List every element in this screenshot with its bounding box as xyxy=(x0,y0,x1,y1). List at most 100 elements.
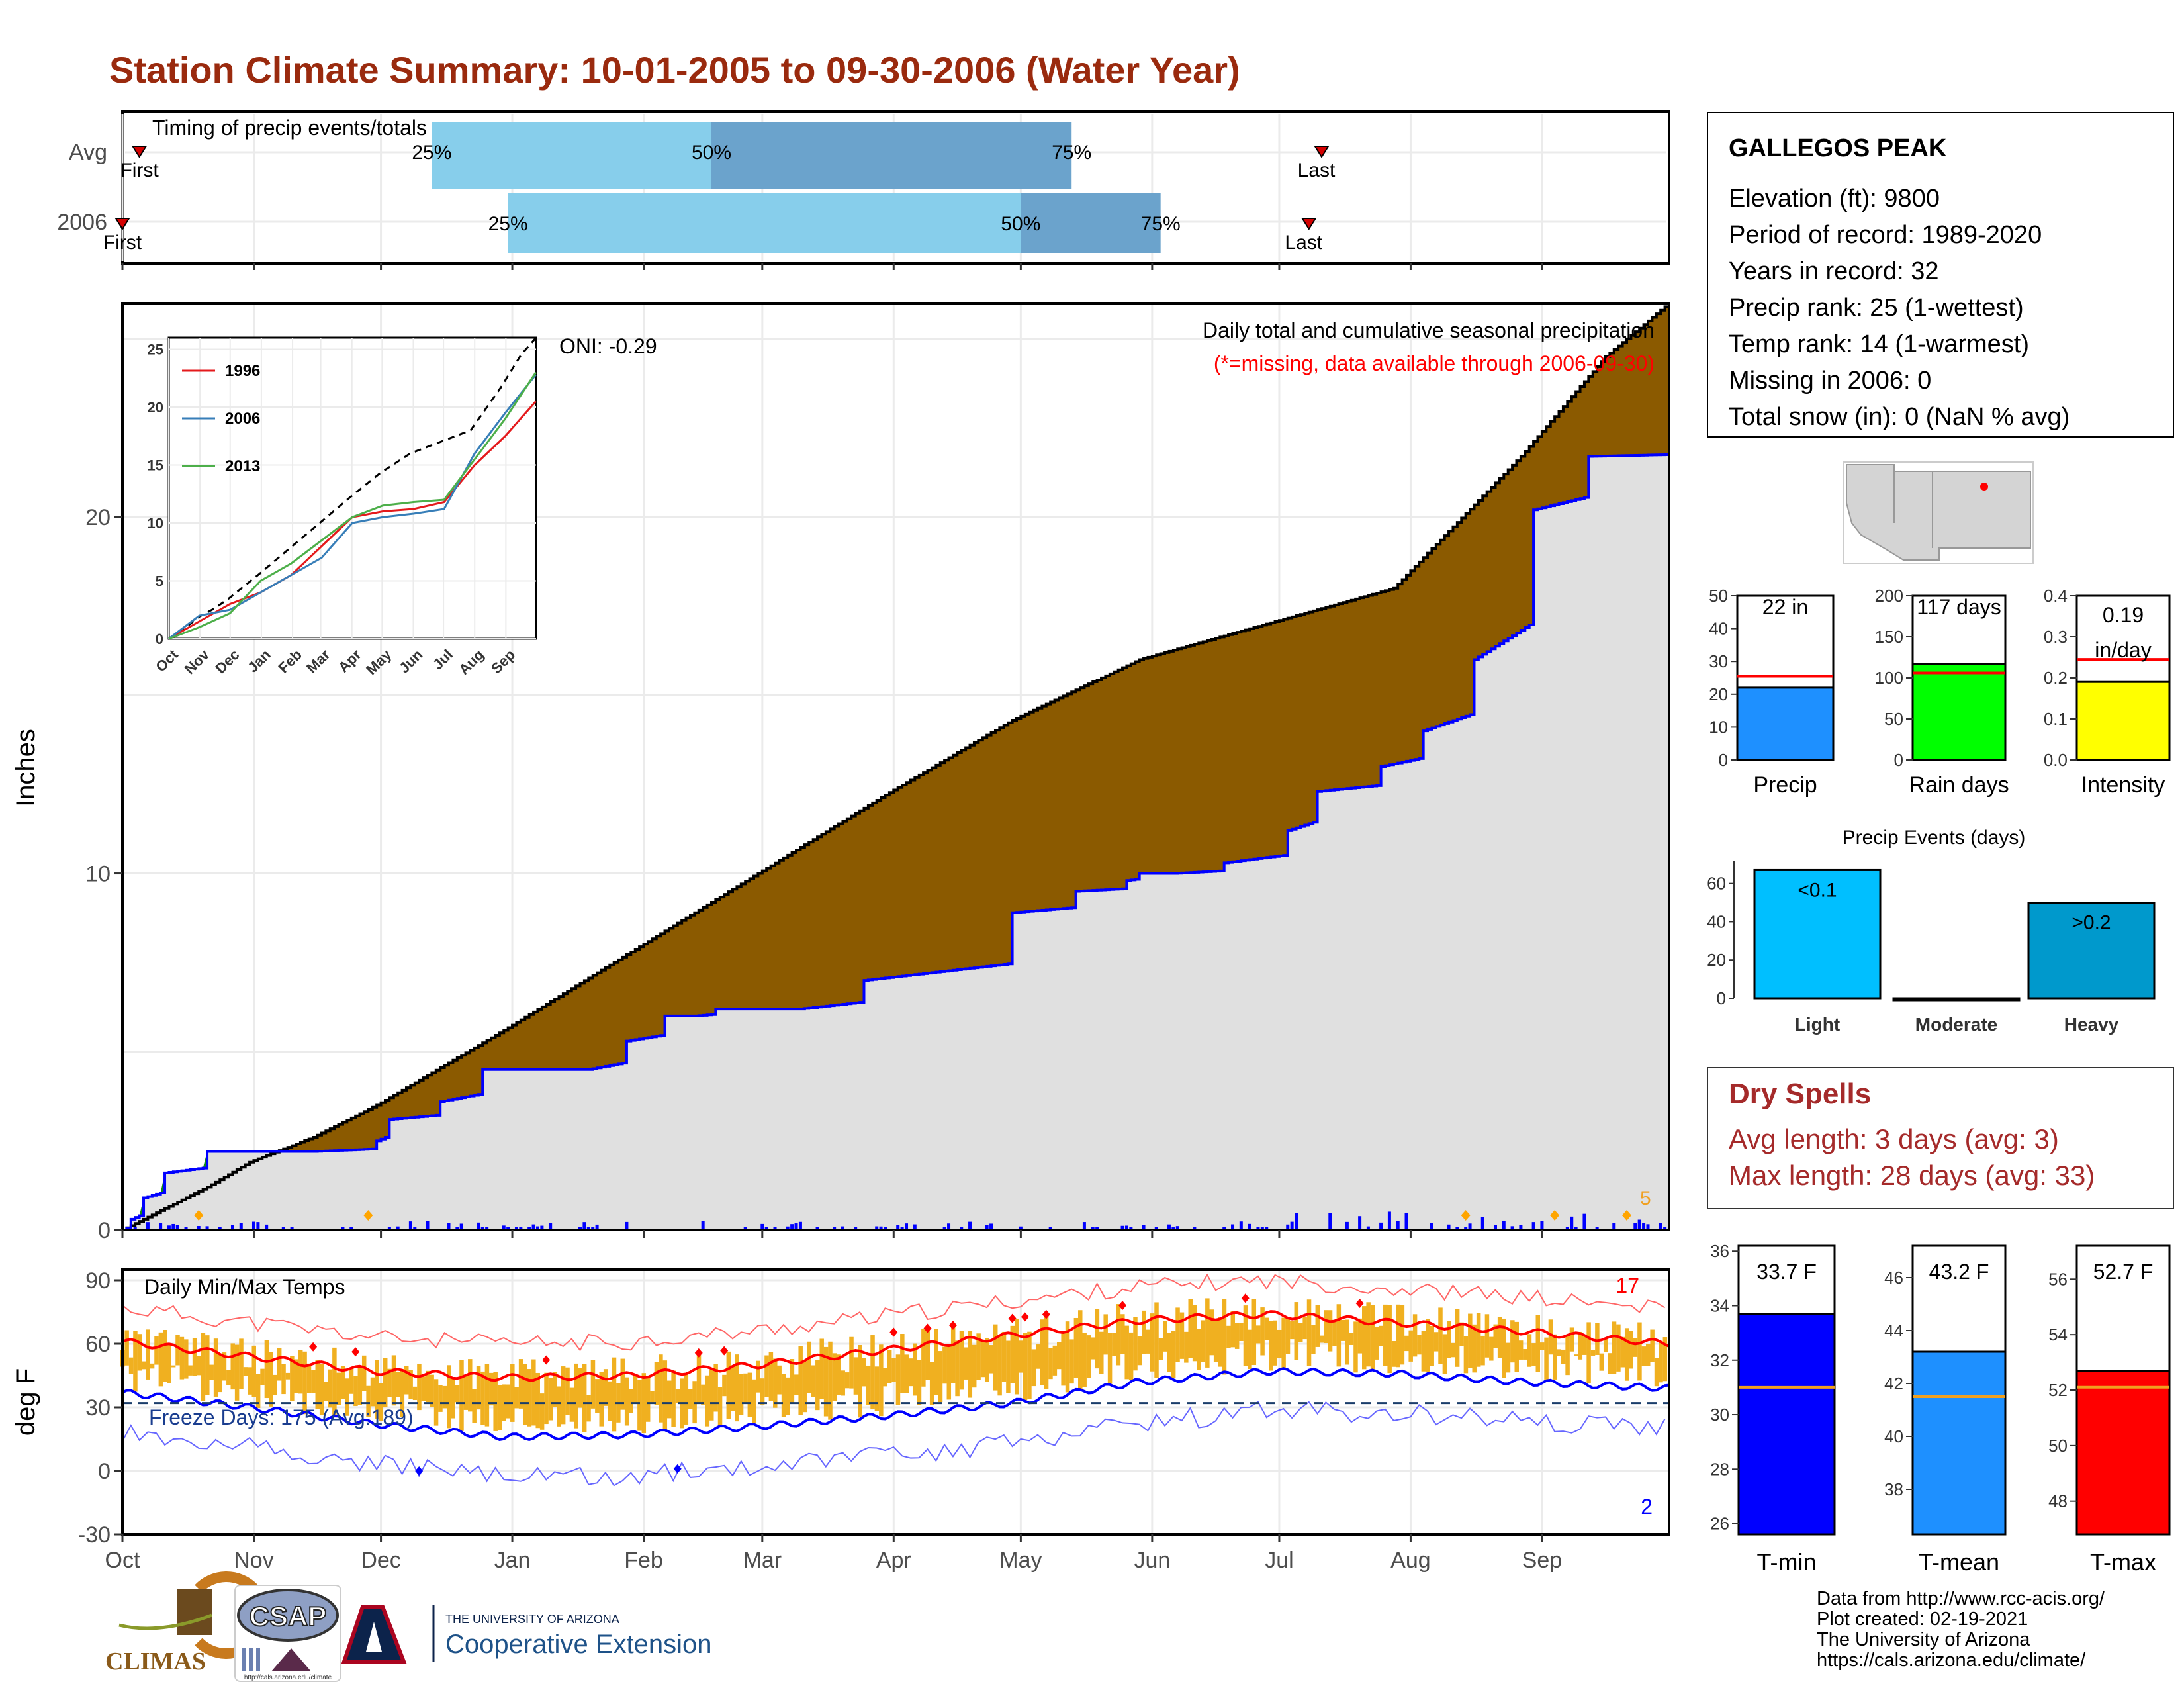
daily-temp-bar xyxy=(1298,1323,1303,1342)
temp-y-tick-label: 90 xyxy=(85,1268,111,1293)
summary-tick-label: 0.0 xyxy=(2044,750,2068,770)
timing-panel: 25% 50% 75% First Last 25% 50% 75% First Last Tim… xyxy=(57,110,1670,270)
daily-temp-bar xyxy=(1099,1331,1104,1374)
daily-temp-bar xyxy=(1154,1302,1159,1378)
tempbar-tick-label: 48 xyxy=(2048,1491,2068,1511)
daily-temp-bar xyxy=(913,1343,917,1396)
daily-temp-bar xyxy=(705,1375,710,1427)
inset-y-tick-label: 0 xyxy=(156,631,163,647)
daily-precip-bar xyxy=(905,1223,909,1230)
events-category-label: Heavy xyxy=(2064,1014,2119,1035)
precip-title: Daily total and cumulative seasonal prec… xyxy=(1203,318,1655,342)
daily-precip-bar xyxy=(625,1221,629,1230)
daily-temp-bar xyxy=(1489,1336,1494,1361)
daily-precip-bar xyxy=(591,1227,595,1230)
daily-temp-bar xyxy=(400,1369,405,1417)
daily-temp-bar xyxy=(1472,1324,1477,1373)
daily-precip-bar xyxy=(251,1221,255,1230)
month-tick-label: May xyxy=(999,1548,1042,1573)
daily-precip-bar xyxy=(447,1223,451,1230)
summary-tick-label: 50 xyxy=(1884,709,1903,729)
daily-temp-bar xyxy=(370,1377,375,1407)
temp-y-tick-label: 0 xyxy=(98,1459,111,1484)
record-high-marker xyxy=(948,1321,957,1331)
timing-bar-50-75 xyxy=(1021,193,1161,253)
daily-temp-bar xyxy=(1332,1321,1337,1346)
freeze-days-note: Freeze Days: 175 (Avg:189) xyxy=(149,1405,414,1429)
events-tick-label: 20 xyxy=(1707,950,1726,970)
timing-p25-label: 25% xyxy=(412,142,451,164)
events-tick-label: 40 xyxy=(1707,912,1726,931)
daily-temp-bar xyxy=(142,1361,146,1370)
daily-temp-bar xyxy=(150,1363,155,1369)
daily-temp-bar xyxy=(997,1336,1002,1396)
record-low-count: 2 xyxy=(1641,1495,1653,1519)
daily-temp-bar xyxy=(124,1330,129,1366)
daily-temp-bar xyxy=(264,1340,269,1399)
daily-temp-bar xyxy=(345,1378,349,1416)
timing-p25-label: 25% xyxy=(488,213,528,235)
daily-temp-bar xyxy=(311,1370,316,1393)
daily-temp-bar xyxy=(1167,1333,1171,1372)
summary-tick-label: 0 xyxy=(1719,750,1728,770)
daily-temp-bar xyxy=(946,1346,952,1400)
summary-tick-label: 50 xyxy=(1709,586,1728,606)
temp-y-tick-label: -30 xyxy=(78,1523,111,1548)
daily-temp-bar xyxy=(1497,1317,1502,1358)
daily-temp-bar xyxy=(1213,1321,1218,1362)
precip-y-axis: 0 10 20 xyxy=(85,505,1543,1243)
daily-temp-bar xyxy=(1442,1334,1447,1374)
tempbar-tick-label: 30 xyxy=(1710,1405,1729,1425)
daily-temp-bar xyxy=(493,1372,498,1431)
daily-temp-bar xyxy=(319,1364,324,1415)
daily-temp-bar xyxy=(205,1335,210,1395)
daily-temp-bar xyxy=(510,1364,515,1422)
summary-value-label: 0.19 xyxy=(2103,603,2144,627)
daily-temp-bar xyxy=(752,1379,756,1423)
daily-precip-bar xyxy=(535,1226,539,1230)
daily-temp-bar xyxy=(1654,1358,1659,1387)
tempbar-T-mean xyxy=(1911,1350,2007,1536)
daily-temp-bar xyxy=(1112,1333,1116,1356)
daily-temp-bar xyxy=(133,1331,138,1392)
daily-precip-bar xyxy=(540,1225,544,1230)
daily-temp-bar xyxy=(1192,1305,1197,1362)
month-tick-label: Apr xyxy=(876,1548,911,1573)
temp-panel: Daily Min/Max Temps Freeze Days: 175 (Av… xyxy=(11,1268,1670,1573)
daily-temp-bar xyxy=(1662,1337,1668,1382)
daily-temp-bar xyxy=(561,1366,566,1425)
events-bar-Moderate xyxy=(1892,997,2021,1002)
record-high-marker xyxy=(309,1342,318,1352)
daily-temp-bar xyxy=(1014,1319,1019,1395)
daily-temp-bar xyxy=(1175,1307,1180,1362)
ua-logo: THE UNIVERSITY OF ARIZONA Cooperative Ex… xyxy=(341,1605,711,1664)
temp-frame xyxy=(121,1268,1670,1536)
average-low-line xyxy=(122,1367,1670,1442)
csap-logo: CSAP http://cals.arizona.edu/climate xyxy=(234,1585,341,1682)
daily-temp-bar xyxy=(942,1346,947,1384)
record-high-marker xyxy=(694,1348,703,1358)
daily-temp-bar xyxy=(1535,1315,1541,1372)
daily-temp-bar xyxy=(662,1360,668,1431)
daily-temp-bar xyxy=(1010,1325,1015,1383)
summary-tick-label: 20 xyxy=(1709,684,1728,704)
precip-event-marker xyxy=(1550,1210,1560,1221)
month-tick-label: Aug xyxy=(1390,1548,1431,1573)
daily-temp-bar xyxy=(1539,1342,1545,1350)
daily-temp-bar xyxy=(1023,1333,1028,1401)
daily-temp-bar xyxy=(1107,1333,1113,1384)
daily-precip-bar xyxy=(1231,1224,1235,1230)
timing-bar-50-75 xyxy=(711,122,1072,189)
daily-temp-bar xyxy=(1480,1335,1485,1366)
daily-precip-bar xyxy=(1531,1222,1535,1230)
daily-temp-bar xyxy=(671,1370,676,1427)
daily-temp-bar xyxy=(1569,1327,1574,1352)
tempbar-axis-label: T-min xyxy=(1757,1548,1817,1575)
record-high-marker xyxy=(720,1346,729,1356)
daily-temp-bar xyxy=(811,1365,816,1397)
daily-temp-bar xyxy=(421,1376,426,1401)
daily-temp-bar xyxy=(1201,1320,1206,1362)
daily-precip-bar xyxy=(1248,1223,1251,1230)
